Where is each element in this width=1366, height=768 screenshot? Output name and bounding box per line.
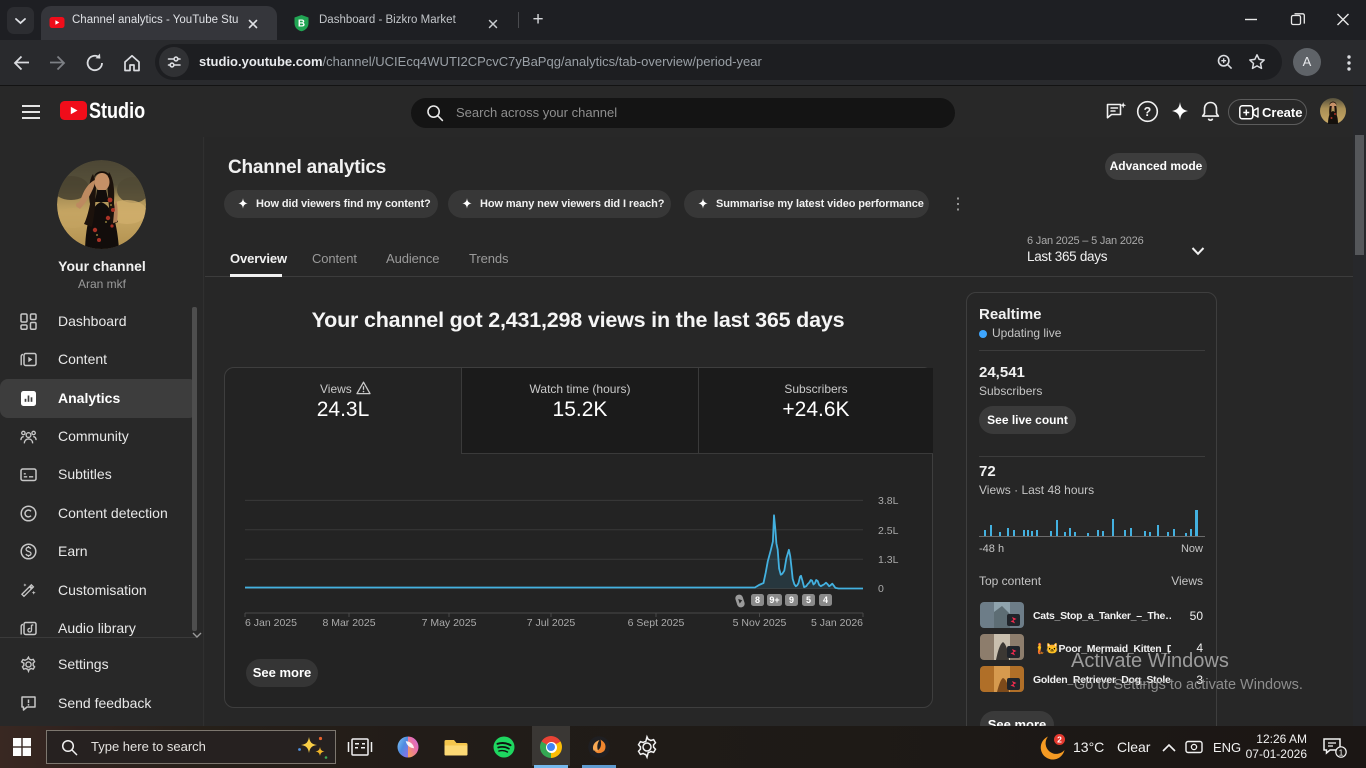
svg-text:7 Jul 2025: 7 Jul 2025 <box>527 617 576 629</box>
svg-text:5 Jan 2026: 5 Jan 2026 <box>811 617 863 629</box>
svg-text:5: 5 <box>806 595 811 605</box>
svg-text:3.8L: 3.8L <box>878 495 899 507</box>
svg-text:6 Jan 2025: 6 Jan 2025 <box>245 617 297 629</box>
svg-text:B: B <box>298 18 305 29</box>
svg-text:1.3L: 1.3L <box>878 554 899 566</box>
svg-text:5 Nov 2025: 5 Nov 2025 <box>733 617 787 629</box>
svg-text:9: 9 <box>789 595 794 605</box>
svg-text:2: 2 <box>1057 735 1062 745</box>
svg-text:6 Sept 2025: 6 Sept 2025 <box>628 617 685 629</box>
svg-text:7 May 2025: 7 May 2025 <box>422 617 477 629</box>
svg-text:2.5L: 2.5L <box>878 525 899 537</box>
svg-text:0: 0 <box>878 583 884 595</box>
svg-text:4: 4 <box>823 595 828 605</box>
svg-text:1: 1 <box>1339 747 1344 757</box>
svg-text:?: ? <box>1144 105 1152 119</box>
svg-text:8: 8 <box>755 595 760 605</box>
svg-text:9+: 9+ <box>769 595 779 605</box>
svg-text:8 Mar 2025: 8 Mar 2025 <box>322 617 375 629</box>
